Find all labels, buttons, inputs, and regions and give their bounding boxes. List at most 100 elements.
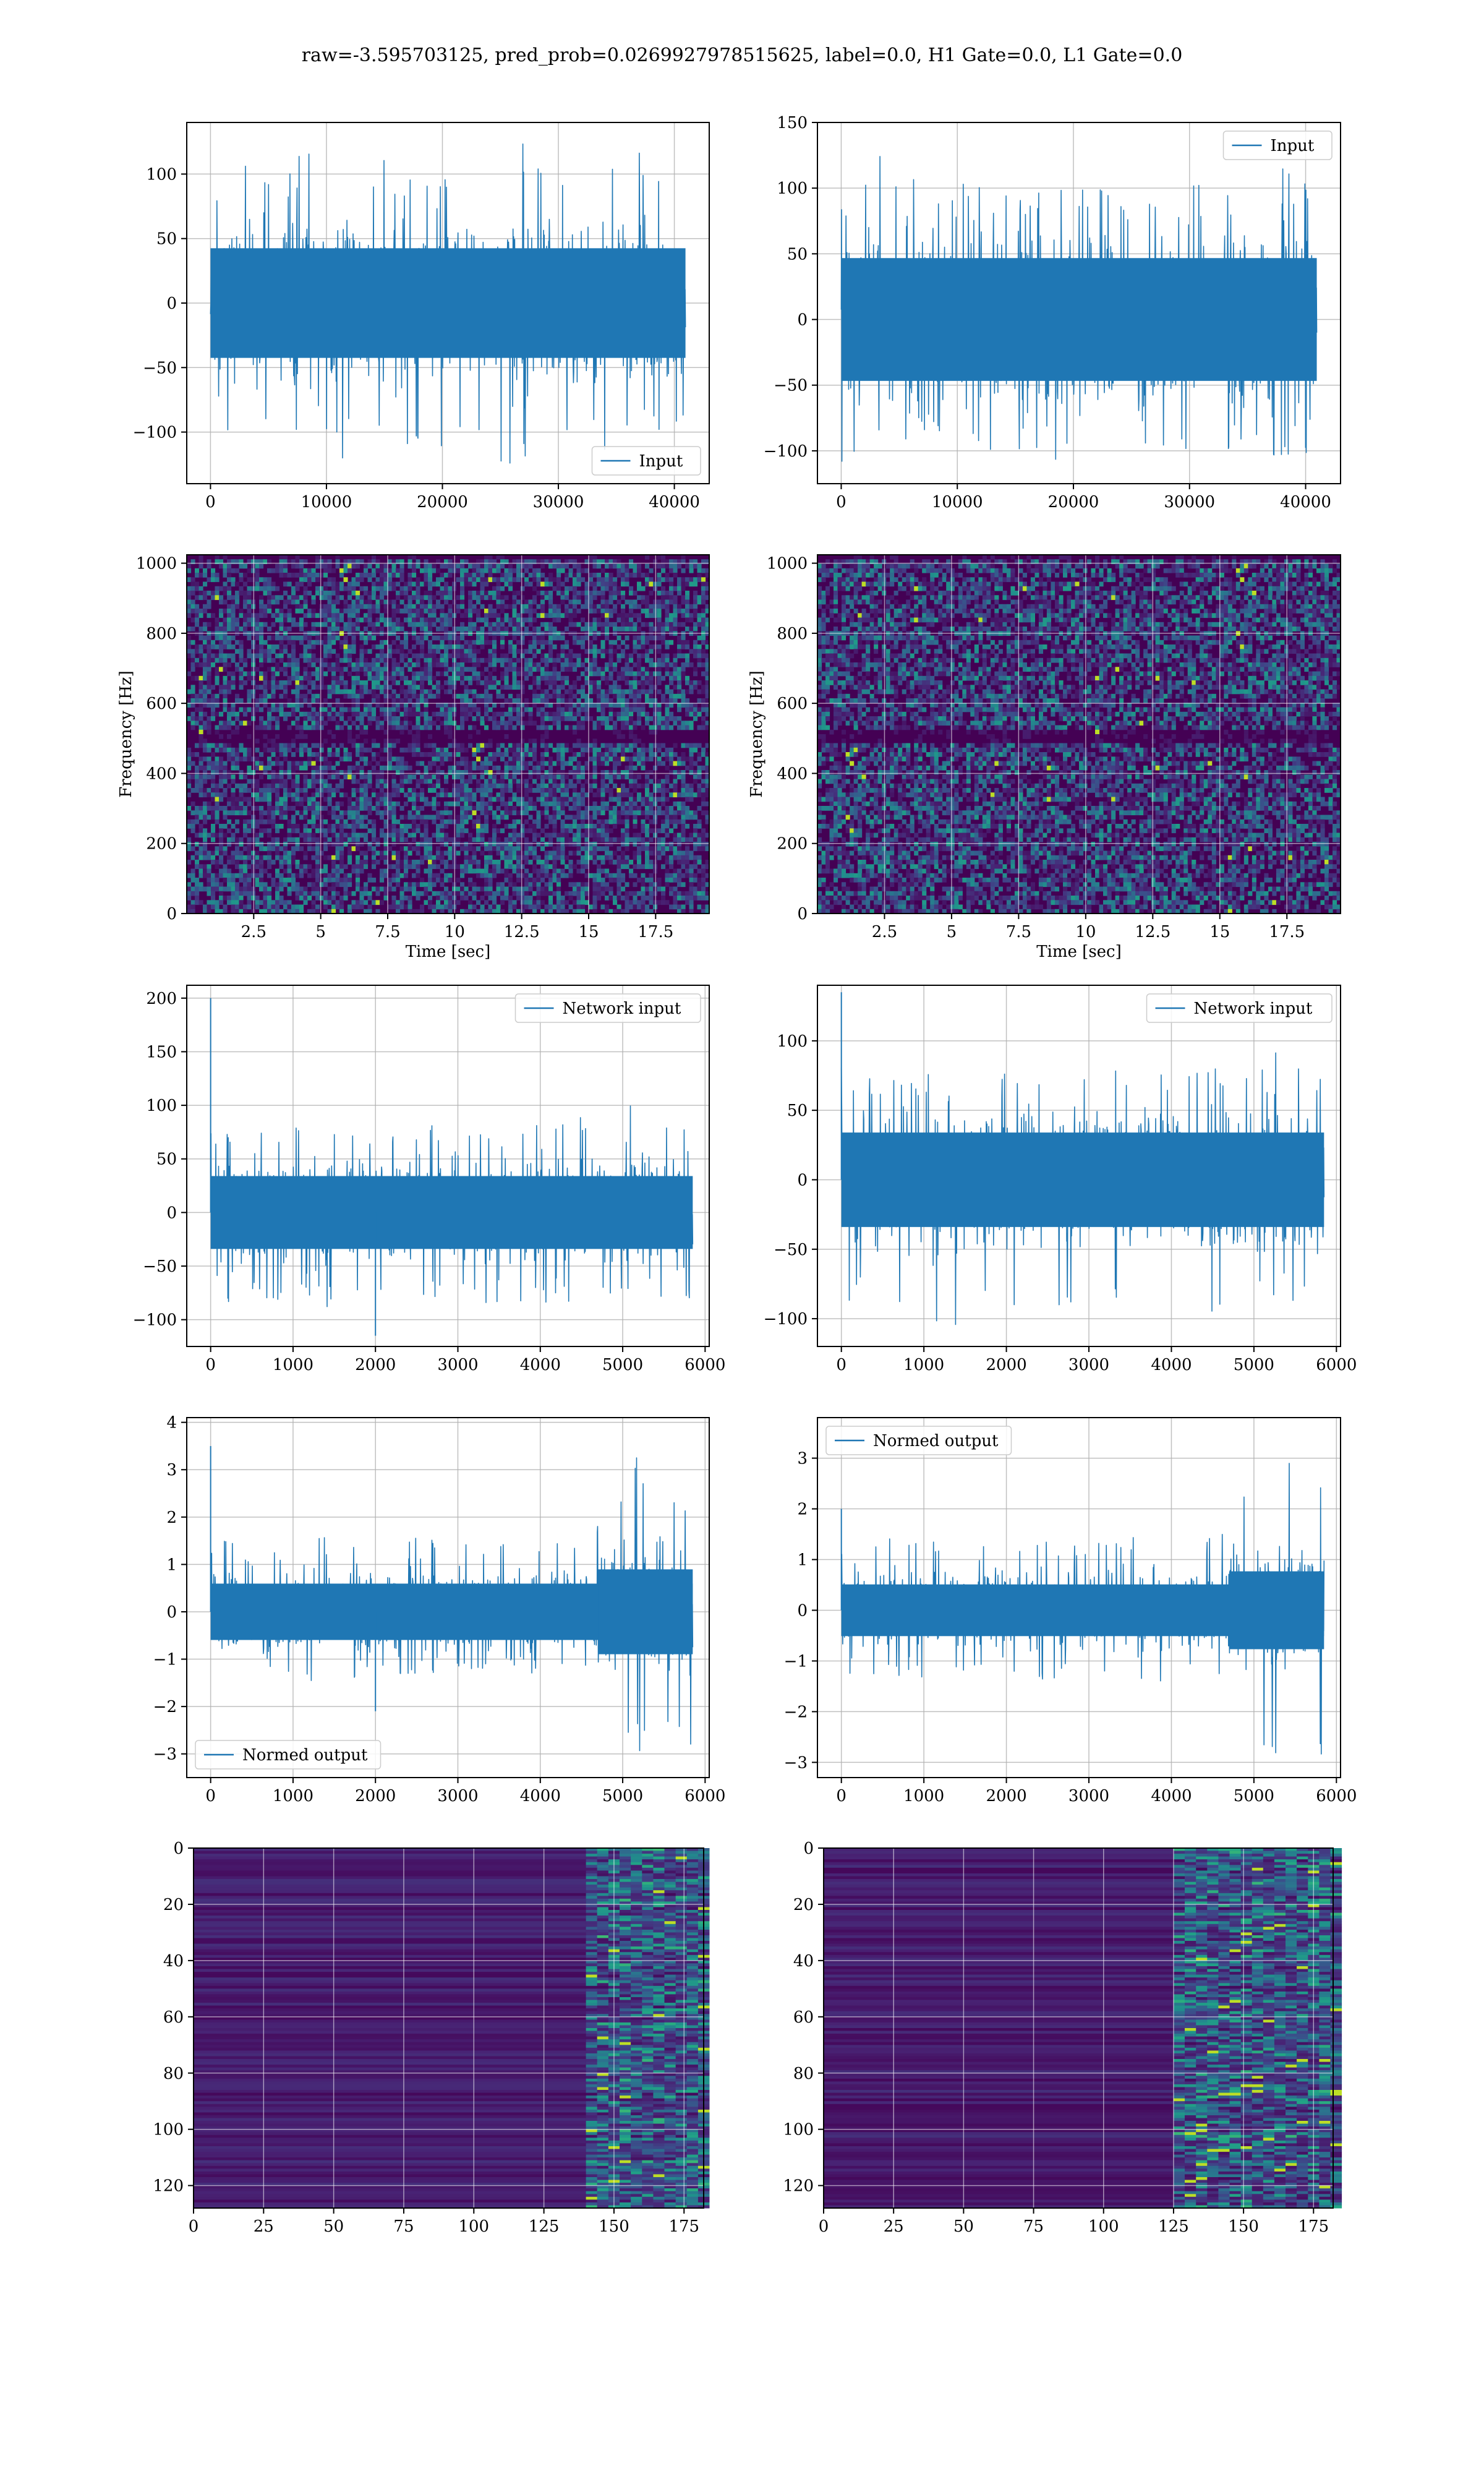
spec-left-cell xyxy=(669,725,674,730)
spec-left-cell xyxy=(416,640,420,645)
spec-left-cell xyxy=(637,716,642,721)
spec-left-cell xyxy=(512,774,517,780)
spec-left-cell xyxy=(689,568,694,573)
spec-left-cell xyxy=(508,563,513,569)
spec-left-cell xyxy=(488,609,493,614)
spec-left-cell xyxy=(613,761,618,766)
spec-left-cell xyxy=(472,604,477,609)
spec-left-cell xyxy=(327,599,332,605)
spec-left-cell xyxy=(472,627,477,631)
spec-left-cell xyxy=(364,613,369,618)
spec-left-cell xyxy=(243,563,248,569)
spec-left-cell xyxy=(412,581,417,587)
spec-left-cell xyxy=(600,788,605,793)
spec-left-cell xyxy=(331,774,336,780)
spec-left-cell xyxy=(681,801,686,807)
spec-left-cell xyxy=(693,774,698,780)
spec-left-cell xyxy=(584,703,589,708)
spec-left-cell xyxy=(508,779,513,784)
spec-left-cell xyxy=(315,779,320,784)
spec-left-cell xyxy=(605,581,610,587)
spec-left-cell xyxy=(697,792,702,798)
spec-left-cell xyxy=(364,657,369,663)
spec-left-cell xyxy=(416,657,420,663)
spec-left-cell xyxy=(383,738,388,744)
spec-left-cell xyxy=(255,707,260,713)
spec-left-cell xyxy=(621,667,626,672)
spec-left-cell xyxy=(480,806,485,811)
spec-left-cell xyxy=(576,792,581,798)
spec-left-cell xyxy=(351,743,356,748)
spec-left-cell xyxy=(468,644,473,649)
spec-left-cell xyxy=(311,671,316,677)
spec-left-cell xyxy=(299,703,304,708)
spec-left-cell xyxy=(356,675,360,681)
spec-left-cell xyxy=(468,609,473,614)
spec-left-cell xyxy=(428,609,433,614)
spec-left-cell xyxy=(219,806,224,811)
spec-left-cell xyxy=(311,783,316,789)
spec-left-cell xyxy=(391,721,396,726)
spec-left-cell xyxy=(303,671,308,677)
spec-left-cell xyxy=(556,774,561,780)
spec-left-cell xyxy=(271,774,276,780)
spec-left-cell xyxy=(516,752,521,757)
spec-left-cell xyxy=(407,609,412,614)
spec-left-cell xyxy=(211,703,216,708)
spec-left-cell xyxy=(629,810,634,816)
spec-left-cell xyxy=(367,604,372,609)
spec-left-cell xyxy=(211,824,216,829)
spec-left-cell xyxy=(367,761,372,766)
spec-left-cell xyxy=(291,703,296,708)
spec-left-cell xyxy=(327,703,332,708)
spec-left-cell xyxy=(388,627,393,631)
spec-left-cell xyxy=(251,783,256,789)
spec-left-cell xyxy=(279,657,284,663)
spec-left-cell xyxy=(625,662,629,667)
spec-left-cell xyxy=(528,563,533,569)
spec-left-cell xyxy=(548,635,553,641)
spec-left-cell xyxy=(319,671,324,677)
spec-left-cell xyxy=(685,743,690,748)
spec-left-cell xyxy=(669,761,674,766)
spec-left-cell xyxy=(432,752,437,757)
spec-left-cell xyxy=(198,609,203,614)
spec-left-cell xyxy=(407,707,412,713)
spec-left-cell xyxy=(283,797,288,802)
spec-left-cell xyxy=(669,563,674,569)
spec-left-cell xyxy=(271,599,276,605)
spec-left-cell xyxy=(528,752,533,757)
spec-left-cell xyxy=(589,555,594,560)
spec-left-cell xyxy=(424,774,429,780)
spec-left-cell xyxy=(275,792,280,798)
spec-left-cell xyxy=(339,586,344,591)
spec-left-cell xyxy=(492,653,497,659)
spec-left-cell xyxy=(424,707,429,713)
spec-left-cell xyxy=(283,783,288,789)
spec-left-cell xyxy=(508,662,513,667)
spec-left-cell xyxy=(331,599,336,605)
spec-left-cell xyxy=(512,609,517,614)
spec-left-cell xyxy=(480,698,485,703)
spec-left-cell xyxy=(476,640,481,645)
spec-left-cell xyxy=(544,815,549,820)
spec-left-cell xyxy=(375,685,380,690)
spec-left-cell xyxy=(416,591,420,596)
spec-left-cell xyxy=(613,559,618,565)
spec-left-cell xyxy=(219,599,224,605)
spec-left-cell xyxy=(299,747,304,753)
spec-left-cell xyxy=(323,568,328,573)
spec-left-cell xyxy=(592,617,597,623)
spec-left-cell xyxy=(637,568,642,573)
spec-left-cell xyxy=(544,716,549,721)
spec-left-cell xyxy=(380,675,385,681)
spec-left-cell xyxy=(693,815,698,820)
spec-left-cell xyxy=(311,774,316,780)
spec-left-cell xyxy=(613,752,618,757)
spec-left-cell xyxy=(219,725,224,730)
spec-left-cell xyxy=(613,609,618,614)
spec-left-cell xyxy=(536,559,541,565)
spec-left-cell xyxy=(383,729,388,735)
spec-left-cell xyxy=(399,609,404,614)
spec-left-cell xyxy=(556,801,561,807)
